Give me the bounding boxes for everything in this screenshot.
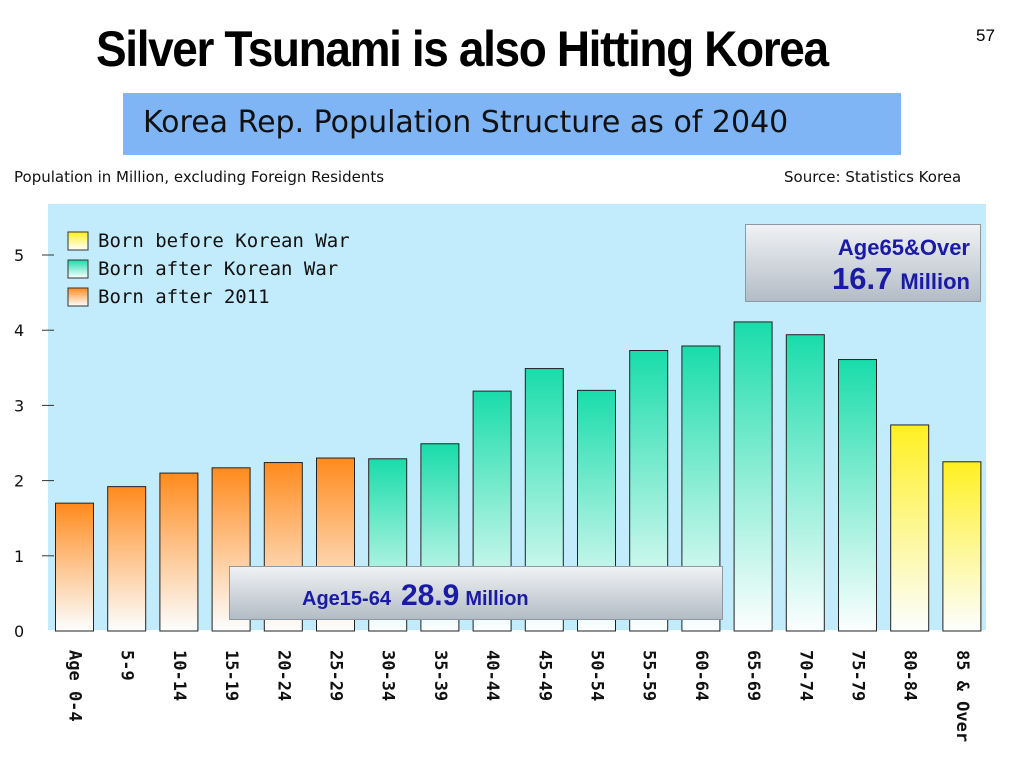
chart-title-banner: Korea Rep. Population Structure as of 20… (123, 93, 901, 155)
x-tick-label: 20-24 (273, 650, 293, 701)
working-age-population-callout: Age15-64 28.9 Million (229, 566, 723, 620)
legend-swatch (67, 259, 89, 279)
x-tick-label: 60-64 (691, 650, 711, 701)
x-tick-label: 55-59 (639, 650, 659, 701)
legend-swatch (67, 287, 89, 307)
elderly-callout-label: Age65&Over (837, 235, 970, 260)
legend-swatch (67, 231, 89, 251)
elderly-callout-value: 16.7 (832, 261, 893, 296)
bar-85-over (942, 461, 982, 632)
elderly-callout-unit: Million (900, 269, 970, 294)
x-tick-label: 10-14 (169, 650, 189, 701)
y-tick-label: 0 (14, 622, 24, 641)
x-tick-label: 5-9 (117, 650, 137, 681)
x-tick-label: 65-69 (743, 650, 763, 701)
working-callout-value: 28.9 (400, 579, 460, 612)
x-tick-label: 70-74 (795, 650, 815, 701)
x-tick-label: 25-29 (326, 650, 346, 701)
x-tick-label: 85 & Over (952, 650, 972, 742)
source-note: Source: Statistics Korea (784, 168, 962, 186)
x-tick-label: Age 0-4 (65, 650, 85, 722)
x-tick-label: 15-19 (221, 650, 241, 701)
units-note: Population in Million, excluding Foreign… (14, 168, 385, 186)
page-number: 57 (976, 26, 995, 45)
x-tick-label: 40-44 (482, 650, 502, 701)
bar-5-9 (107, 486, 147, 632)
bar-70-74 (785, 334, 825, 632)
chart-title: Korea Rep. Population Structure as of 20… (143, 105, 789, 140)
x-tick-label: 35-39 (430, 650, 450, 701)
legend-label: Born after Korean War (98, 258, 338, 280)
bar-age-0-4 (55, 502, 94, 632)
x-tick-label: 50-54 (587, 650, 607, 701)
y-tick-label: 2 (14, 472, 24, 491)
elderly-callout-line: 16.7 Million (832, 261, 970, 297)
elderly-population-callout: Age65&Over 16.7 Million (745, 224, 981, 302)
bar-80-84 (890, 424, 930, 632)
x-tick-label: 75-79 (848, 650, 868, 701)
legend-label: Born after 2011 (98, 286, 270, 308)
x-tick-label: 80-84 (900, 650, 920, 701)
y-tick-label: 4 (14, 321, 24, 340)
working-callout-unit: Million (465, 588, 529, 610)
working-callout-line: Age15-64 28.9 Million (302, 579, 529, 613)
bar-75-79 (838, 359, 877, 632)
y-tick-label: 5 (14, 246, 24, 265)
bar-65-69 (733, 321, 773, 632)
legend-label: Born before Korean War (98, 230, 350, 252)
x-tick-label: 45-49 (534, 650, 554, 701)
y-tick-label: 3 (14, 396, 24, 415)
x-tick-label: 30-34 (378, 650, 398, 701)
slide-title: Silver Tsunami is also Hitting Korea (96, 21, 829, 77)
y-tick-label: 1 (14, 547, 24, 566)
bar-10-14 (159, 472, 199, 632)
working-callout-label: Age15-64 (302, 588, 391, 610)
